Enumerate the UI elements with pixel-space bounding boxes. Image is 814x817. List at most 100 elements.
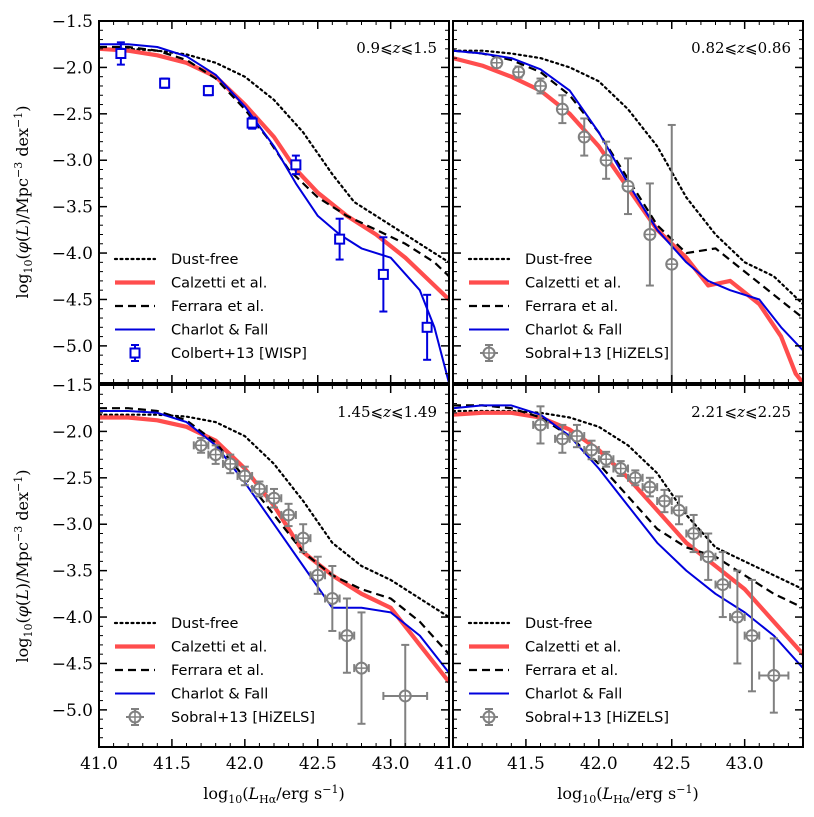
data-point [670,495,688,526]
square-marker [115,47,127,59]
data-point [512,65,526,79]
legend-label: Calzetti et al. [525,276,621,292]
data-point [656,488,673,514]
data-point [334,217,346,261]
data-point [643,182,657,287]
data-point [612,460,629,477]
plot-area [99,385,449,747]
data-point [627,469,644,487]
plot-data [99,41,449,383]
data-point [236,465,254,487]
legend: Dust-free Calzetti et al. Ferrara et al. Ch… [467,616,669,726]
legend-label: Dust-free [525,252,592,268]
y-tick-label: −3.5 [52,198,93,218]
x-tick-label: 42.5 [653,754,691,774]
data-point [207,444,224,465]
data-point [377,236,389,313]
data-point [246,116,258,130]
data-point [202,84,214,97]
y-tick-label: −3.0 [52,151,93,171]
plot-data [453,404,803,714]
data-point [583,439,600,461]
x-tick-label: 42.5 [299,754,337,774]
y-tick-label: −2.5 [52,469,93,489]
data-point [294,523,312,554]
plot-data [453,49,803,383]
legend-label: Charlot & Fall [525,687,622,703]
legend: Dust-free Calzetti et al. Ferrara et al. Ch… [113,616,315,726]
data-point [192,436,210,454]
redshift-annotation: 0.9⩽z⩽1.5 [356,39,437,57]
x-tick-label: 41.5 [507,754,545,774]
legend-label: Ferrara et al. [525,299,618,315]
data-point [729,569,746,665]
data-point [714,551,732,619]
data-point [577,117,591,157]
panel-bottom-left: −1.5 −2.0 −2.5 −3.0 −3.5 −4.0 −4.5 −5.0 41.0 41.5… [52,376,450,774]
legend-label: Sobral+13 [HiZELS] [525,710,669,726]
legend-label: Ferrara et al. [171,299,264,315]
square-marker [421,321,433,333]
data-point [597,450,615,468]
data-point [599,140,613,180]
square-marker [246,117,258,129]
series-line-charlot-fall [453,49,803,352]
data-point [280,502,297,528]
series-line-charlot-fall [99,43,449,383]
legend-label: Sobral+13 [HiZELS] [525,346,669,362]
data-point [221,453,239,475]
square-marker [377,268,389,280]
square-marker [290,159,302,171]
legend-label: Charlot & Fall [171,323,268,339]
series-line-charlot-fall [453,404,803,669]
y-tick-label: −4.5 [52,290,93,310]
panel-top-right: 0.82⩽z⩽0.86 Dust-free Calzetti et al. Ferra… [452,20,804,384]
square-marker [159,77,171,89]
y-tick-label: −1.5 [52,376,93,396]
series-line-ferrara-et-al [453,49,803,319]
x-tick-label: 42.0 [226,754,264,774]
data-point [685,513,702,554]
y-tick-label: −5.0 [52,337,93,357]
panel-bottom-right: 41.0 41.5 42.0 42.5 43.0 2.21⩽z⩽2.25 Dust-free… [434,384,804,774]
data-point [159,77,171,89]
data-point [568,423,586,449]
y-tick-label: −4.0 [52,244,93,264]
legend-label: Dust-free [525,616,592,632]
y-tick-label: −1.5 [52,12,93,32]
legend-swatch-marker [129,347,141,359]
legend: Dust-free Calzetti et al. Ferrara et al. Ch… [467,252,669,362]
plot-data [99,407,449,747]
y-tick-label: −2.0 [52,58,93,78]
x-tick-label: 43.0 [726,754,764,774]
data-point [699,532,717,581]
legend-label: Dust-free [171,252,238,268]
data-point [265,487,283,509]
data-point [641,476,659,498]
legend-label: Calzetti et al. [171,276,267,292]
redshift-annotation: 0.82⩽z⩽0.86 [691,39,791,57]
y-tick-label: −5.0 [52,701,93,721]
data-point [338,597,356,674]
y-tick-label: −3.0 [52,515,93,535]
redshift-annotation: 1.45⩽z⩽1.49 [337,403,437,421]
x-tick-label: 41.5 [153,754,191,774]
y-tick-label: −4.0 [52,608,93,628]
series-line-ferrara-et-al [453,404,803,609]
panel-top-left: −1.5 −2.0 −2.5 −3.0 −3.5 −4.0 −4.5 −5.0 0.9⩽z⩽1.… [52,12,450,384]
legend-label: Calzetti et al. [525,640,621,656]
x-tick-label: 41.0 [80,754,118,774]
data-point [758,637,790,714]
y-tick-label: −2.0 [52,422,93,442]
square-marker [334,233,346,245]
x-axis-label-left: log10(LHα/erg s−1) [203,783,344,806]
series-line-dust-free [99,47,449,264]
legend: Dust-free Calzetti et al. Ferrara et al. Ch… [113,252,307,362]
legend-label: Dust-free [171,616,238,632]
data-point [353,611,370,725]
data-point [665,123,679,383]
y-axis-label-top: log10(φ(L)/Mpc−3 dex−1) [12,105,35,298]
data-point [532,405,549,445]
legend-label: Colbert+13 [WISP] [171,346,307,362]
